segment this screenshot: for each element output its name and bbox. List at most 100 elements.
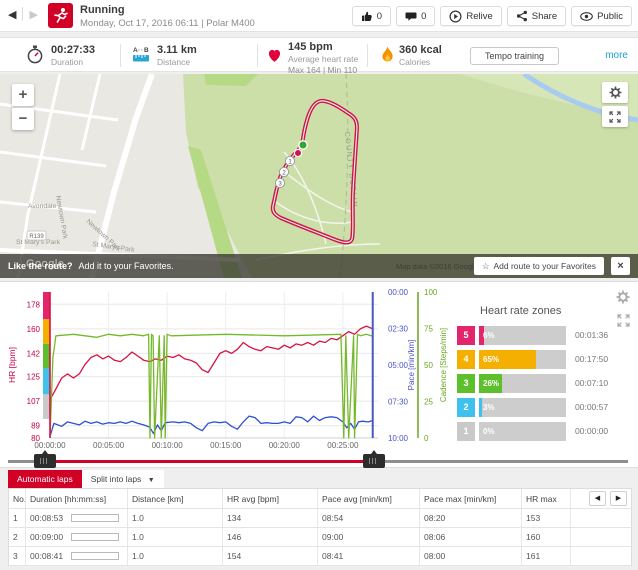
expand-icon [617, 314, 630, 327]
zone-time: 00:00:57 [575, 402, 609, 412]
cadence-tick-label: 25 [424, 398, 433, 407]
lap-pace-max: 08:00 [420, 547, 522, 565]
expand-icon [609, 110, 621, 123]
lap-row-spacer [571, 528, 631, 546]
lap-row-3[interactable]: 3 00:08:41 1.0 154 08:41 08:00 161 [8, 547, 632, 566]
chart-fullscreen-button[interactable] [617, 314, 630, 332]
route-end-marker[interactable] [293, 148, 303, 158]
heart-rate-line [49, 325, 373, 401]
training-target-button[interactable]: Tempo training [470, 47, 560, 65]
map-fullscreen-button[interactable] [602, 106, 628, 127]
laps-tabs: Automatic laps Split into laps ▼ [8, 470, 164, 488]
col-hr-avg: HR avg [bpm] [223, 489, 318, 508]
x-tick-label: 00:25:00 [327, 441, 359, 450]
previous-session-button[interactable]: ◀ [8, 8, 17, 21]
more-link[interactable]: more [605, 50, 628, 61]
laps-next-button[interactable]: ▶ [610, 491, 627, 506]
zone-bar-fill [479, 326, 485, 345]
share-button[interactable]: Share [506, 6, 567, 26]
comment-bubble-icon [405, 12, 417, 21]
summary-divider [257, 44, 258, 67]
header-bar: ◀ ▶ Running Monday, Oct 17, 2016 06:11 |… [0, 0, 638, 32]
map-settings-button[interactable] [602, 82, 628, 103]
tab-split-into-laps[interactable]: Split into laps ▼ [81, 470, 164, 488]
hr-zone-row-4: 4 65% 00:17:50 [455, 350, 638, 369]
lap-pace-avg: 08:41 [318, 547, 420, 565]
map-park-area [183, 74, 638, 278]
pace-axis-title: Pace [min/km] [407, 340, 416, 391]
star-icon: ☆ [481, 260, 490, 271]
distance-ab-ruler-icon: A B [133, 47, 149, 62]
tab-automatic-laps[interactable]: Automatic laps [8, 470, 82, 488]
flame-icon [382, 46, 393, 62]
comment-button[interactable]: 0 [396, 6, 436, 26]
hr-tick-label: 89 [31, 422, 40, 431]
lap-duration-cell: 00:08:41 [26, 547, 128, 565]
google-logo: Google [26, 258, 65, 270]
split-laps-label: Split into laps [90, 474, 142, 484]
map-footer-overlay: Like the route? Add it to your Favorites… [0, 254, 638, 278]
public-visibility-button[interactable]: Public [571, 6, 632, 26]
hr-tick-label: 107 [27, 397, 41, 406]
km-marker-3: 3 [278, 180, 282, 187]
training-curves-panel: 178 160 142 125 107 89 80 HR [bpm] 00:00:00 00:05… [0, 281, 638, 468]
slider-right-handle[interactable] [362, 450, 385, 468]
lap-row-spacer [571, 509, 631, 527]
lap-duration-cell: 00:08:53 [26, 509, 128, 527]
route-path [270, 98, 359, 245]
route-map[interactable]: COUNTY DUBLIN 1 2 3 Newtown Park Newtown… [0, 74, 638, 278]
zone-bar-fill [479, 374, 502, 393]
overlay-close-button[interactable]: × [611, 257, 630, 275]
laps-prev-button[interactable]: ◀ [589, 491, 606, 506]
svg-text:A: A [133, 47, 138, 54]
session-date-device: Monday, Oct 17, 2016 06:11 | Polar M400 [80, 18, 255, 29]
gear-icon [609, 86, 621, 99]
zone-bar-fill [479, 350, 536, 369]
route-km-markers[interactable]: 1 2 3 [274, 155, 296, 189]
zone-percent: 3% [483, 403, 495, 412]
hr-zone-strip-2 [43, 368, 50, 395]
zoom-in-button[interactable]: + [12, 84, 34, 106]
hr-zone-strip-1 [43, 394, 50, 419]
zone-time: 00:01:36 [575, 330, 609, 340]
calories-value: 360 kcal [399, 44, 442, 56]
zone-bar-fill [479, 398, 482, 417]
heart-rate-zones-panel: Heart rate zones 5 6% 00:01:36 4 65% 00:… [455, 282, 638, 442]
map-green-strip [204, 74, 258, 86]
pace-tick-label: 10:00 [388, 434, 409, 443]
col-hr-max: HR max [522, 489, 571, 508]
lap-row-spacer [571, 547, 631, 565]
lap-hr-max: 153 [522, 509, 571, 527]
hr-zone-strip-5 [43, 292, 50, 320]
like-button[interactable]: 0 [351, 6, 392, 26]
hr-pace-cadence-chart[interactable]: 178 160 142 125 107 89 80 HR [bpm] 00:00:00 00:05… [0, 282, 455, 454]
lap-duration-bar [71, 552, 120, 560]
x-tick-label: 00:20:00 [269, 441, 301, 450]
time-range-slider [0, 450, 638, 470]
route-start-marker[interactable] [298, 140, 308, 150]
hr-tick-label: 125 [27, 373, 41, 382]
lap-row-1[interactable]: 1 00:08:53 1.0 134 08:54 08:20 153 [8, 509, 632, 528]
pace-tick-label: 07:30 [388, 398, 409, 407]
header-actions: 0 0 Relive Share Public [351, 6, 632, 26]
add-route-favorites-button[interactable]: ☆ Add route to your Favorites [473, 257, 604, 275]
relive-button[interactable]: Relive [440, 6, 502, 26]
duration-label: Duration [51, 57, 84, 67]
cadence-tick-label: 50 [424, 361, 433, 370]
zoom-out-button[interactable]: − [12, 108, 34, 130]
lap-duration-cell: 00:09:00 [26, 528, 128, 546]
next-session-button[interactable]: ▶ [29, 8, 38, 21]
play-circle-icon [449, 9, 462, 23]
x-tick-label: 00:00:00 [34, 441, 66, 450]
zone-number-badge: 5 [457, 326, 475, 345]
zone-number-badge: 2 [457, 398, 475, 417]
slider-selected-range[interactable] [45, 460, 374, 463]
like-route-rest: Add it to your Favorites. [78, 261, 174, 271]
lap-row-2[interactable]: 2 00:09:00 1.0 146 09:00 08:06 160 [8, 528, 632, 547]
pace-tick-label: 05:00 [388, 361, 409, 370]
hr-zones-title: Heart rate zones [480, 305, 562, 317]
zone-bar: 26% [479, 374, 566, 393]
chart-settings-button[interactable] [616, 290, 630, 309]
slider-left-handle[interactable] [34, 450, 57, 468]
lap-duration: 00:09:00 [30, 532, 64, 542]
